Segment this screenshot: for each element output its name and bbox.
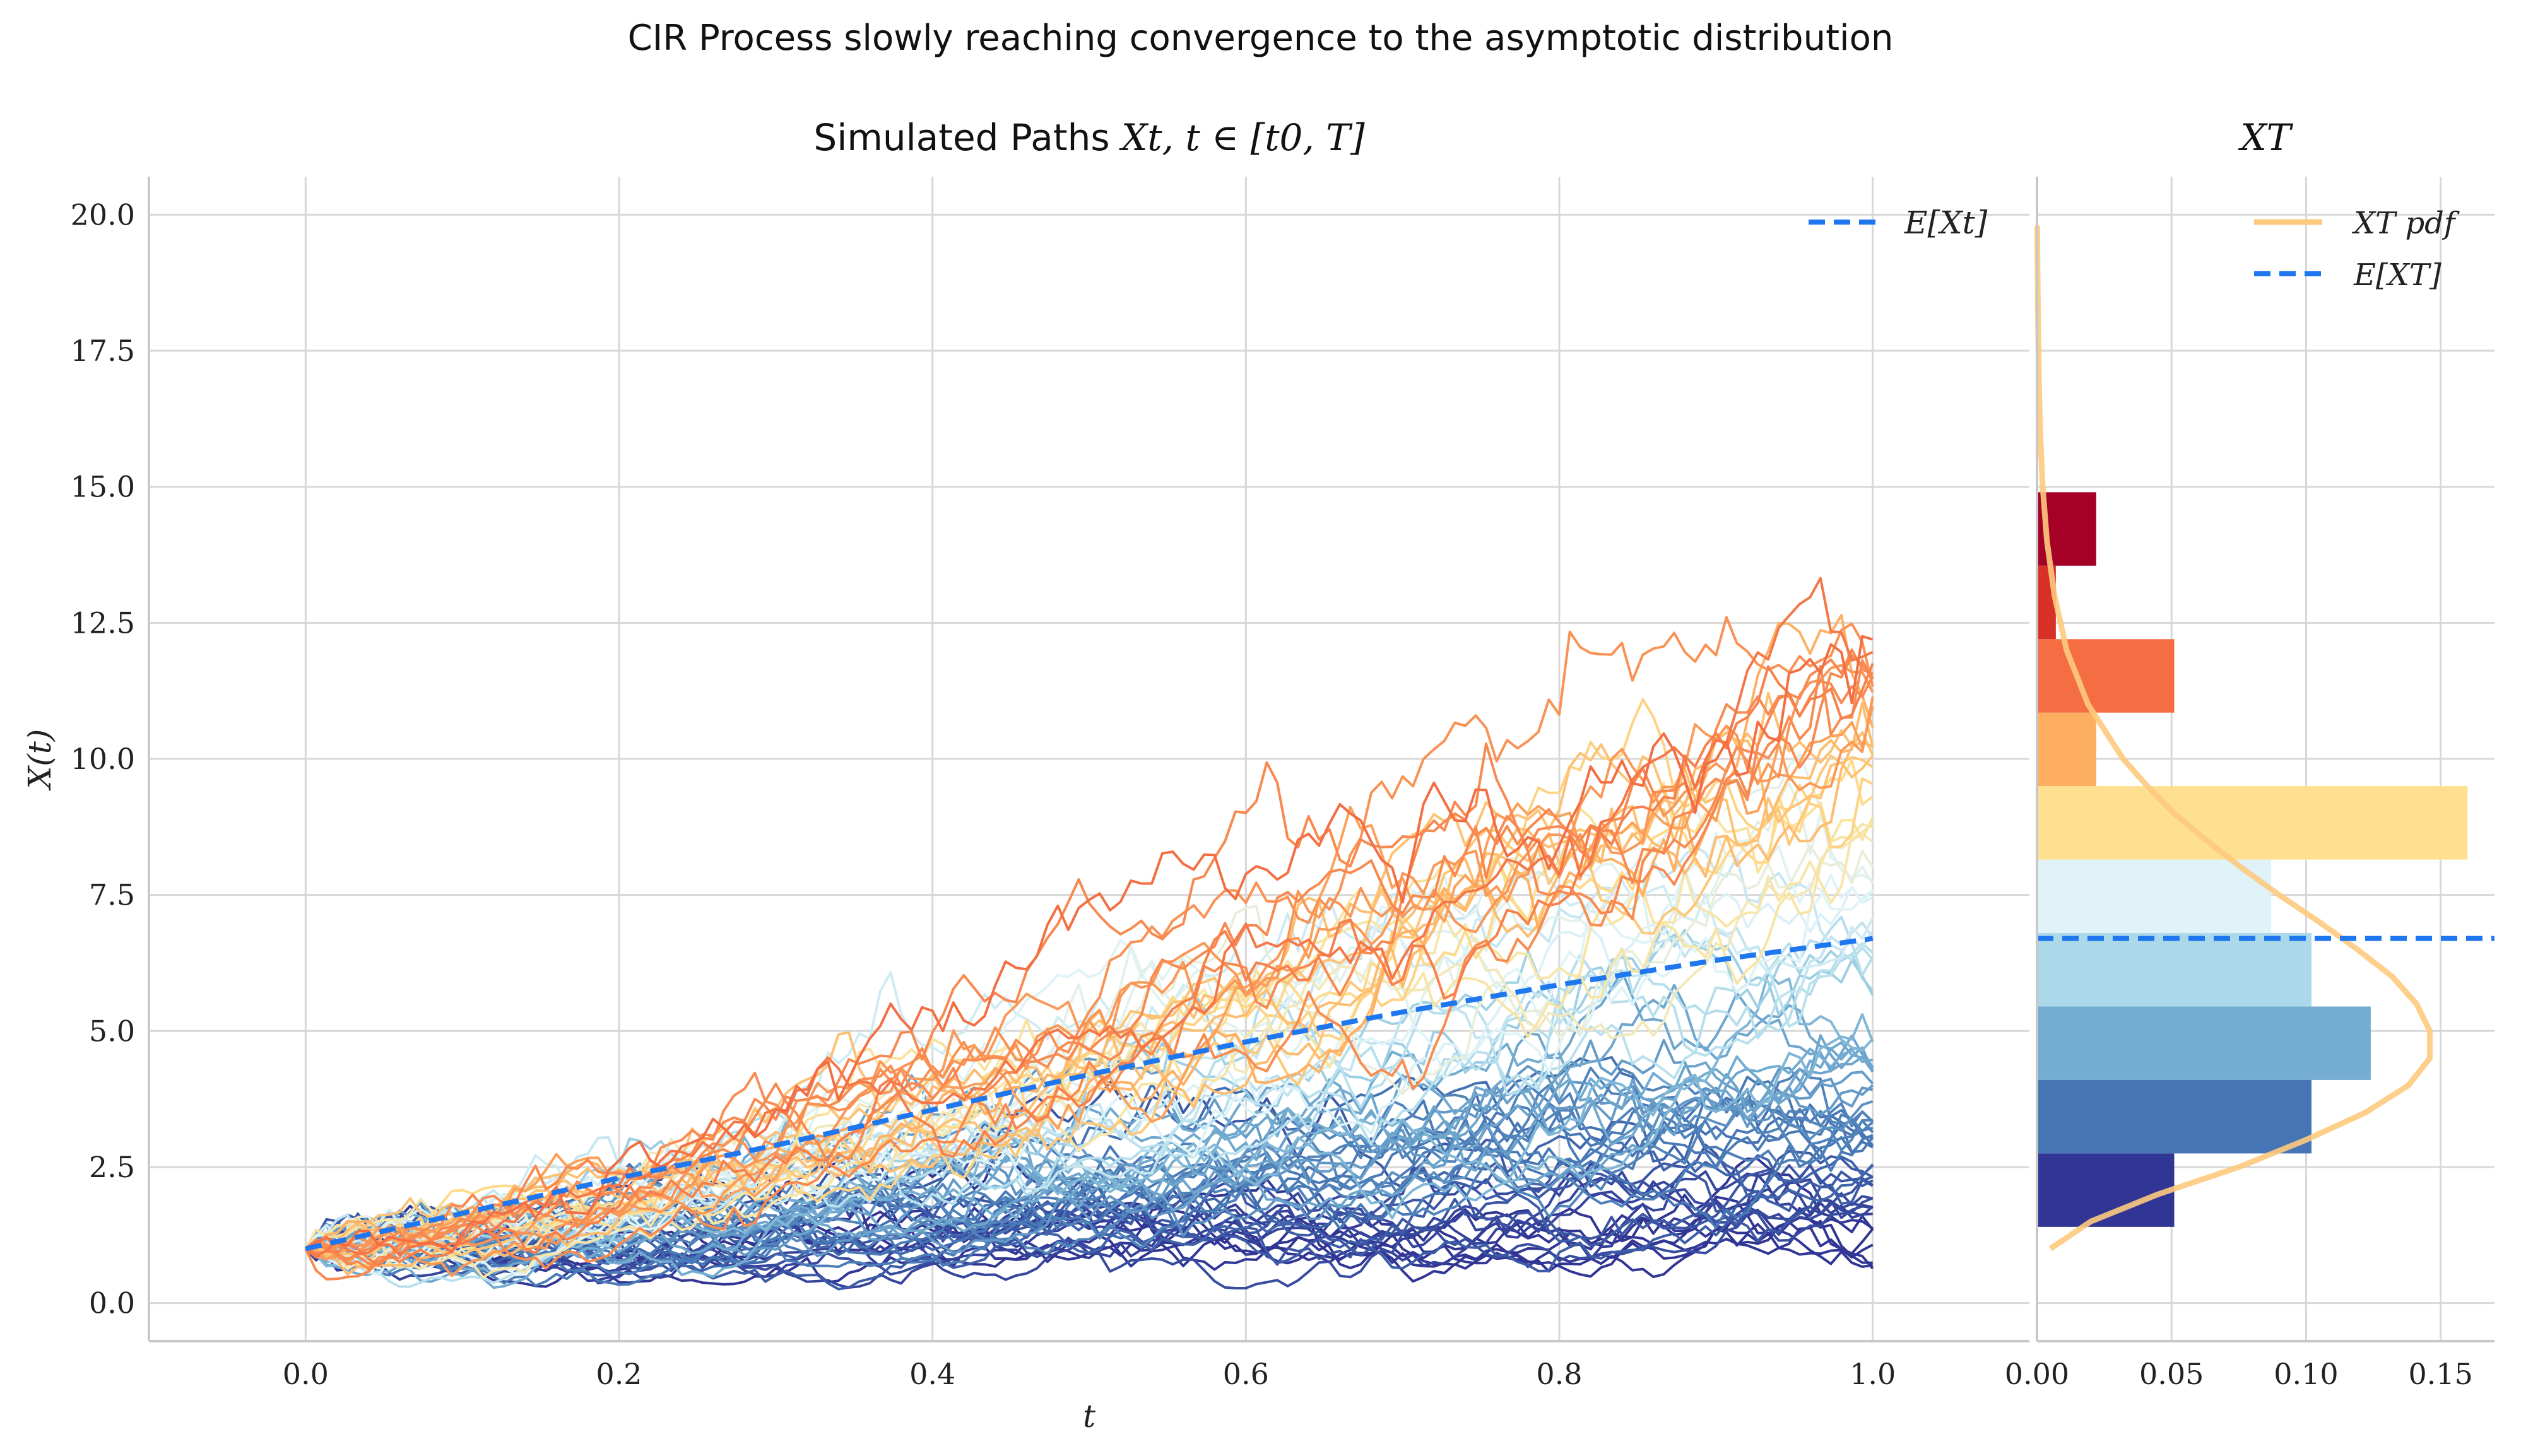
- legend-pdf-label: XT pdf: [2351, 206, 2460, 241]
- hist-x-tick-label: 0.05: [2139, 1357, 2204, 1391]
- mean-line: [305, 936, 1874, 1252]
- y-tick-label: 2.5: [89, 1150, 135, 1184]
- y-tick-label: 15.0: [71, 470, 135, 504]
- pdf-curve: [2034, 225, 2433, 1252]
- y-tick-label: 5.0: [89, 1014, 135, 1048]
- y-tick-label: 7.5: [89, 878, 135, 912]
- y-tick-label: 12.5: [71, 606, 135, 640]
- simulated-paths: [304, 577, 1874, 1291]
- main-axes: [148, 177, 2029, 1342]
- main-plot: 0.0 0.2 0.4 0.6 0.8 1.0 0.0 2.5 5.0 7.5 10.0 12.5 15…: [21, 177, 2029, 1435]
- x-tick-label: 0.0: [283, 1357, 329, 1391]
- main-plot-title: Simulated Paths Xt, t ∈ [t0, T]: [149, 116, 2029, 159]
- y-tick-label: 17.5: [71, 334, 135, 368]
- hist-legend: XT pdf E[XT]: [2254, 206, 2460, 293]
- sample-path: [305, 664, 1874, 1277]
- x-axis-label: t: [1083, 1398, 1096, 1435]
- sample-path: [305, 1034, 1874, 1255]
- figure-suptitle: CIR Process slowly reaching convergence …: [627, 18, 1894, 59]
- hist-axes: [2036, 177, 2494, 1342]
- sample-path: [305, 702, 1874, 1250]
- sample-path: [305, 635, 1874, 1253]
- x-tick-label: 0.2: [596, 1357, 642, 1391]
- main-plot-title-math: Xt, t ∈ [t0, T]: [1121, 116, 1365, 159]
- hist-bar: [2037, 786, 2468, 860]
- y-tick-label: 10.0: [71, 742, 135, 776]
- y-tick-label: 20.0: [71, 197, 135, 232]
- x-tick-label: 1.0: [1850, 1357, 1896, 1391]
- sample-path: [304, 1173, 1873, 1283]
- main-legend: E[Xt]: [1809, 204, 1988, 241]
- hist-tick-labels: 0.00 0.05 0.10 0.15: [2005, 1357, 2473, 1391]
- pdf-path: [2034, 225, 2433, 1252]
- hist-bar: [2037, 859, 2272, 934]
- sample-path: [305, 662, 1874, 1267]
- sample-path: [305, 874, 1874, 1260]
- sample-path: [305, 1099, 1874, 1263]
- hist-x-tick-label: 0.00: [2005, 1357, 2069, 1391]
- hist-bar: [2037, 639, 2175, 713]
- hist-plot-title-math: XT: [2240, 116, 2291, 159]
- sample-path: [304, 654, 1874, 1281]
- sample-path: [305, 616, 1874, 1250]
- x-tick-label: 0.8: [1536, 1357, 1582, 1391]
- hist-bar: [2037, 1006, 2371, 1080]
- hist-plot: 0.00 0.05 0.10 0.15 XT pdf E[XT]: [2005, 177, 2494, 1391]
- x-tick-label: 0.4: [909, 1357, 955, 1391]
- sample-path: [305, 648, 1874, 1271]
- hist-bar: [2037, 1079, 2311, 1154]
- hist-bar: [2037, 933, 2311, 1007]
- main-plot-title-text: Simulated Paths: [813, 116, 1121, 159]
- legend-hist-mean-label: E[XT]: [2353, 257, 2441, 293]
- x-tick-label: 0.6: [1223, 1357, 1269, 1391]
- main-tick-labels: 0.0 0.2 0.4 0.6 0.8 1.0 0.0 2.5 5.0 7.5 10.0 12.5 15…: [21, 197, 1896, 1435]
- hist-plot-title: XT: [2037, 116, 2494, 159]
- hist-x-tick-label: 0.15: [2408, 1357, 2472, 1391]
- legend-mean-label: E[Xt]: [1904, 204, 1988, 241]
- y-axis-label: X(t): [21, 729, 58, 792]
- hist-x-tick-label: 0.10: [2274, 1357, 2338, 1391]
- hist-bar: [2037, 712, 2096, 787]
- mean-path: [305, 936, 1874, 1252]
- hist-bars: [2037, 492, 2468, 1227]
- y-tick-label: 0.0: [89, 1286, 135, 1320]
- sample-path: [305, 675, 1874, 1270]
- sample-path: [305, 614, 1874, 1250]
